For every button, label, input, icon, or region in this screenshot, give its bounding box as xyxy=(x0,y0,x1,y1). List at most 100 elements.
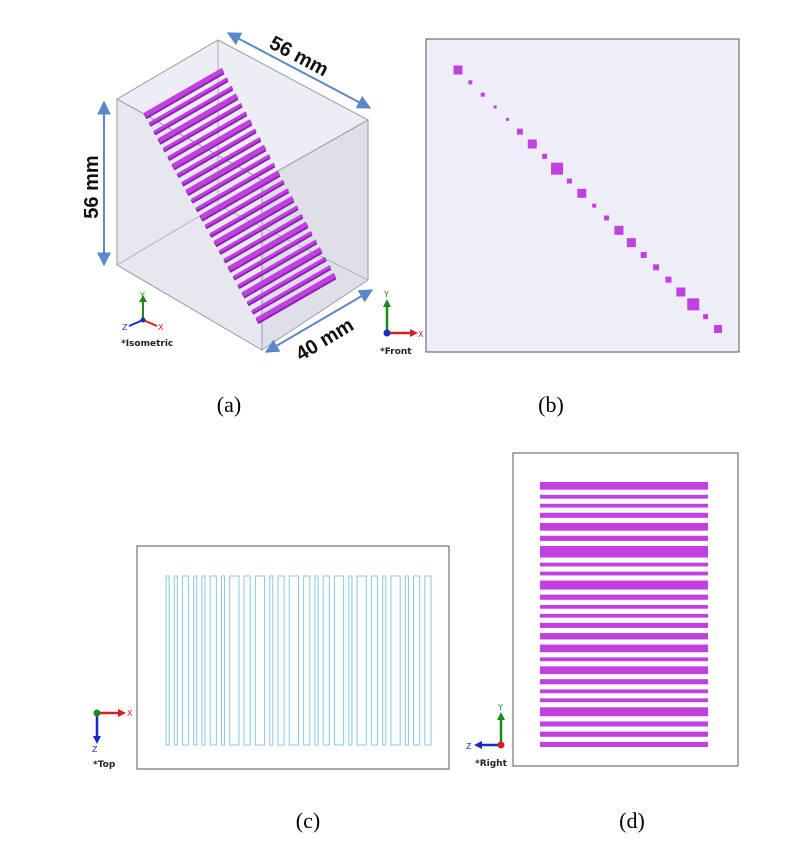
top-x-label: X xyxy=(127,709,133,718)
rod-side xyxy=(540,644,708,653)
rod-side xyxy=(540,494,708,499)
triad-x-label: X xyxy=(158,323,164,332)
view-label-right: *Right xyxy=(475,759,508,769)
rod-outline xyxy=(322,575,330,746)
rod xyxy=(227,221,309,271)
rod xyxy=(185,144,267,195)
rod-outline xyxy=(173,575,178,746)
rod-outline xyxy=(356,575,367,746)
rod xyxy=(223,213,304,262)
rod-outline xyxy=(269,575,274,746)
rod-outline xyxy=(277,575,285,746)
rod xyxy=(237,239,318,288)
top-view-frame xyxy=(136,545,450,770)
triad-y-label: Y xyxy=(139,291,145,300)
rod xyxy=(209,188,290,236)
dim-line-depth xyxy=(264,289,374,353)
rod xyxy=(199,170,281,220)
rod-cross-section xyxy=(614,225,624,235)
right-y-label: Y xyxy=(497,703,503,712)
rod-cross-section xyxy=(665,276,672,283)
dim-label-height: 56 mm xyxy=(81,155,103,218)
rod-side xyxy=(540,482,708,490)
right-rows xyxy=(540,482,708,747)
rod-outline xyxy=(229,575,240,746)
caption-d: (d) xyxy=(619,808,645,833)
rod-side xyxy=(540,604,708,609)
rod-outline xyxy=(201,575,206,746)
rod-cross-section xyxy=(542,153,548,159)
rod xyxy=(176,128,257,177)
rod xyxy=(162,102,243,151)
rod xyxy=(190,154,271,202)
rod-outline xyxy=(193,575,198,746)
caption-c: (c) xyxy=(296,808,320,833)
rod-side xyxy=(540,613,708,618)
rod-side xyxy=(540,594,708,600)
front-squares xyxy=(453,65,722,333)
view-label-top: *Top xyxy=(93,760,116,770)
rod-side xyxy=(540,666,708,675)
rod-cross-section xyxy=(604,215,610,221)
rod-side xyxy=(540,546,708,558)
rod-outline xyxy=(165,575,170,746)
rod-side xyxy=(540,689,708,694)
rod-side xyxy=(540,622,708,628)
caption-b: (b) xyxy=(538,392,564,417)
view-label-isometric: *Isometric xyxy=(121,339,173,349)
view-label-front: *Front xyxy=(380,347,412,357)
rod-outline xyxy=(254,575,266,746)
front-x-label: X xyxy=(418,330,424,339)
rod-cross-section xyxy=(626,238,636,248)
rod xyxy=(153,85,234,134)
rod-cross-section xyxy=(551,162,564,175)
rod-cross-section xyxy=(468,80,473,85)
rod-side xyxy=(540,679,708,685)
rod-cross-section xyxy=(703,314,709,320)
rod-cross-section xyxy=(577,188,587,198)
rod-outline xyxy=(209,575,217,746)
dim-line-width xyxy=(226,32,372,109)
rod-cross-section xyxy=(640,252,647,258)
rod-cross-section xyxy=(516,128,523,135)
triad-top: X Z xyxy=(92,709,133,754)
panel-d-right: Y Z *Right (d) xyxy=(466,452,739,833)
rod xyxy=(171,119,253,169)
right-z-label: Z xyxy=(466,742,472,751)
rod-side xyxy=(540,657,708,662)
panel-c-top: X Z *Top (c) xyxy=(92,545,450,833)
rod xyxy=(167,111,248,160)
rod-side xyxy=(540,698,708,703)
front-y-label: Y xyxy=(383,290,389,299)
triad-right: Y Z xyxy=(466,703,505,751)
rod-side xyxy=(540,741,708,747)
rod xyxy=(218,205,299,253)
rod-side xyxy=(540,721,708,727)
top-z-label: Z xyxy=(92,745,98,754)
rod-side xyxy=(540,633,708,640)
rod-cross-section xyxy=(592,203,597,208)
rod-outline xyxy=(314,575,319,746)
rod-outline xyxy=(370,575,379,746)
rod-outline xyxy=(288,575,300,746)
caption-a: (a) xyxy=(217,392,241,417)
rod-side xyxy=(540,562,708,567)
rod xyxy=(204,179,285,228)
right-view-frame xyxy=(512,452,739,767)
rod-cross-section xyxy=(676,287,686,297)
rod-outline xyxy=(413,575,421,746)
rod xyxy=(157,93,239,143)
triad-front: Y X xyxy=(383,290,424,339)
rod-outline xyxy=(181,575,190,746)
rod-stack xyxy=(143,67,337,325)
rod-cross-section xyxy=(453,65,463,75)
rod xyxy=(181,137,262,185)
rod-outline xyxy=(404,575,409,746)
rod-outline xyxy=(243,575,251,746)
rod-cross-section xyxy=(480,92,485,97)
rod-outline xyxy=(333,575,345,746)
rod-cross-section xyxy=(506,117,510,121)
rod-outline xyxy=(382,575,387,746)
rod-cross-section xyxy=(687,298,700,311)
